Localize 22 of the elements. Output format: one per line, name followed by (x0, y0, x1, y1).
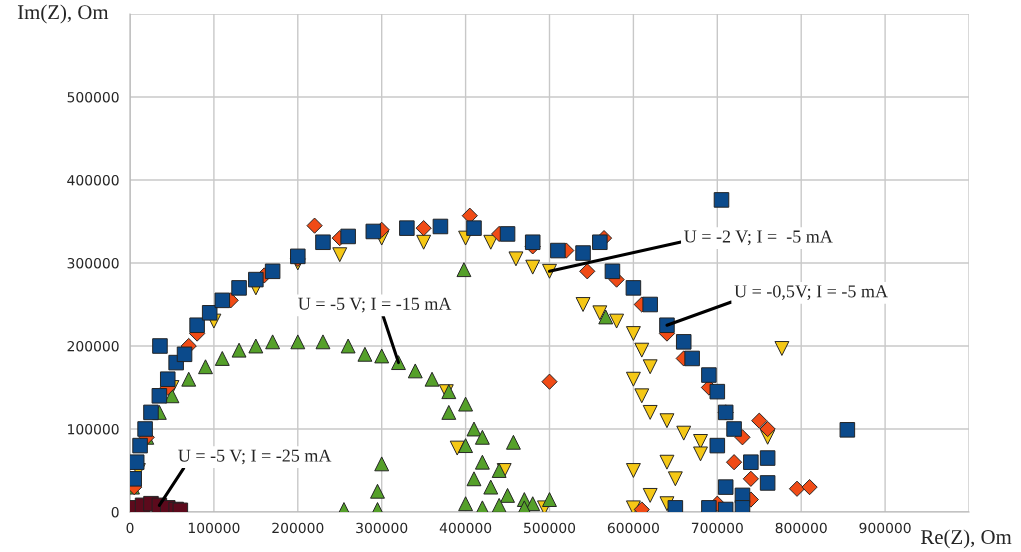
x-tick-label: 900000 (859, 522, 911, 534)
x-tick-label: 100000 (188, 522, 240, 534)
annotation: U = -5 V; I = -25 mA (178, 449, 332, 465)
x-tick-label: 500000 (524, 522, 576, 534)
x-tick-label: 0 (126, 522, 134, 534)
annotation: U = -5 V; I = -15 mA (298, 297, 452, 313)
annotation: U = -2 V; I = -5 mA (684, 230, 833, 246)
y-axis-title: Im(Z), Om (17, 4, 109, 24)
x-tick-label: 800000 (775, 522, 827, 534)
y-tick-label: 300000 (67, 257, 119, 269)
x-tick-label: 700000 (691, 522, 743, 534)
y-tick-label: 500000 (67, 91, 119, 103)
x-tick-label: 300000 (356, 522, 408, 534)
y-tick-label: 400000 (67, 174, 119, 186)
y-tick-label: 200000 (67, 340, 119, 352)
annotation: U = -0,5V; I = -5 mA (734, 285, 888, 300)
y-tick-label: 100000 (68, 423, 119, 435)
x-tick-label: 200000 (272, 522, 324, 534)
x-tick-label: 600000 (607, 522, 659, 534)
x-axis-title: Re(Z), Om (920, 529, 1012, 549)
y-tick-label: 0 (111, 506, 119, 518)
x-tick-label: 400000 (439, 522, 492, 534)
